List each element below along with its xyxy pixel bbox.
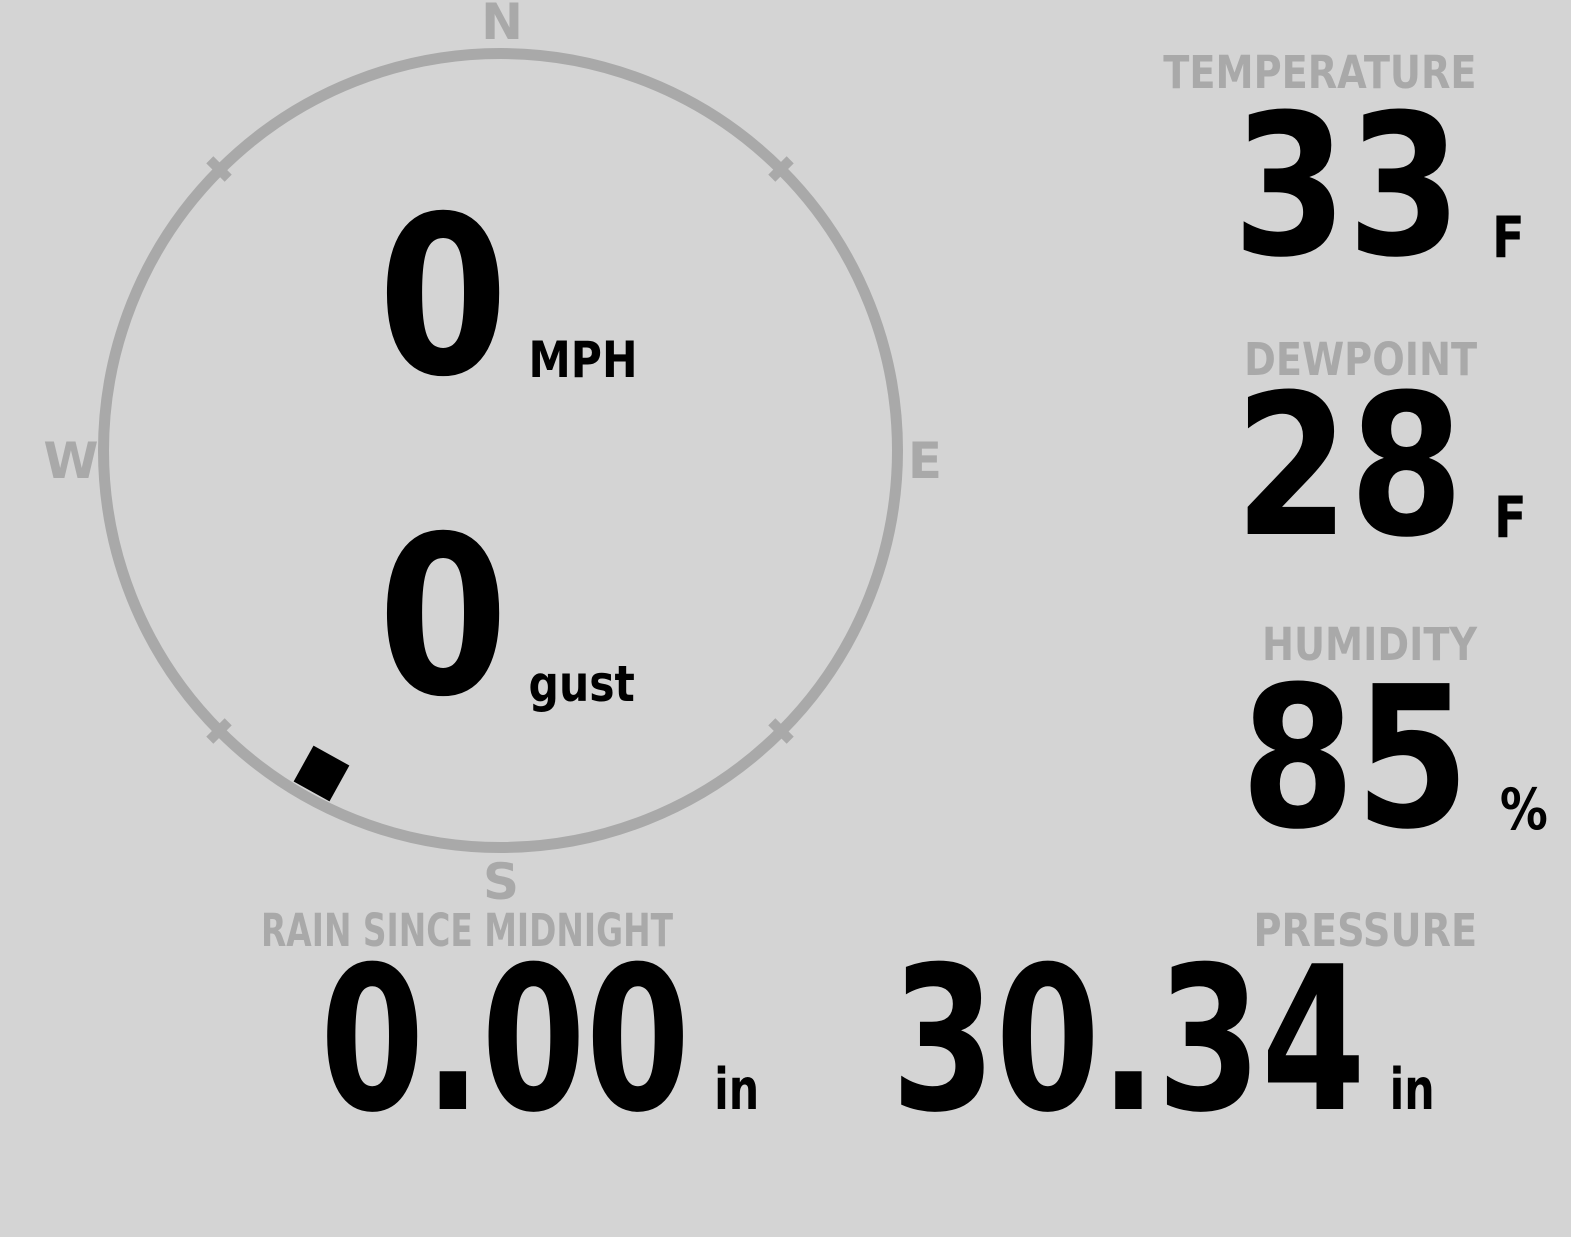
wind-gust-value: 0	[378, 489, 509, 745]
pressure-label: PRESSURE	[1253, 904, 1477, 957]
temperature-value-row: 33 F	[1233, 89, 1525, 285]
compass-ring	[98, 48, 903, 853]
dewpoint-value: 28	[1234, 353, 1465, 581]
humidity-value-row: 85%	[1241, 661, 1548, 857]
cardinal-south-label: S	[482, 853, 520, 911]
temperature-label: TEMPERATURE	[1163, 46, 1477, 99]
rain-since-midnight-value-row: 0.00 in	[320, 941, 759, 1141]
dewpoint-unit: F	[1494, 485, 1527, 551]
wind-speed-unit: MPH	[528, 331, 638, 389]
pressure-unit: in	[1389, 1057, 1435, 1123]
rain-since-midnight-label: RAIN SINCE MIDNIGHT	[261, 904, 673, 957]
rain-since-midnight-unit: in	[714, 1057, 760, 1123]
temperature-unit: F	[1492, 205, 1525, 271]
temperature-value: 33	[1232, 73, 1463, 301]
pressure-value-row: 30.34 in	[891, 941, 1435, 1141]
wind-gust-unit: gust	[528, 655, 635, 713]
cardinal-east-label: E	[907, 432, 943, 490]
dewpoint-label: DEWPOINT	[1244, 333, 1477, 386]
cardinal-west-label: W	[43, 432, 99, 490]
wind-gust-row: 0 gust	[378, 507, 635, 727]
rain-since-midnight-value: 0.00	[320, 924, 691, 1157]
dewpoint-value-row: 28 F	[1235, 369, 1527, 565]
humidity-value: 85	[1240, 645, 1470, 873]
wind-speed-row: 0 MPH	[378, 187, 638, 407]
humidity-label: HUMIDITY	[1261, 618, 1477, 671]
pressure-value: 30.34	[891, 924, 1366, 1157]
cardinal-north-label: N	[481, 0, 523, 51]
wind-speed-value: 0	[378, 169, 509, 425]
humidity-unit: %	[1500, 777, 1548, 843]
